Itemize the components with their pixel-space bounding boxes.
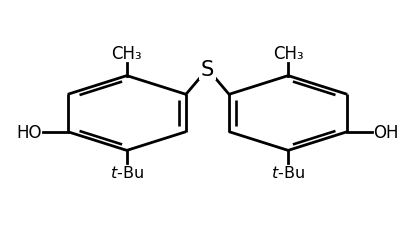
Text: S: S <box>201 59 214 79</box>
Text: CH₃: CH₃ <box>273 45 303 63</box>
Text: $t$-Bu: $t$-Bu <box>110 164 144 180</box>
Text: $t$-Bu: $t$-Bu <box>271 164 305 180</box>
Text: OH: OH <box>374 123 399 141</box>
Text: HO: HO <box>16 123 42 141</box>
Text: CH₃: CH₃ <box>112 45 142 63</box>
